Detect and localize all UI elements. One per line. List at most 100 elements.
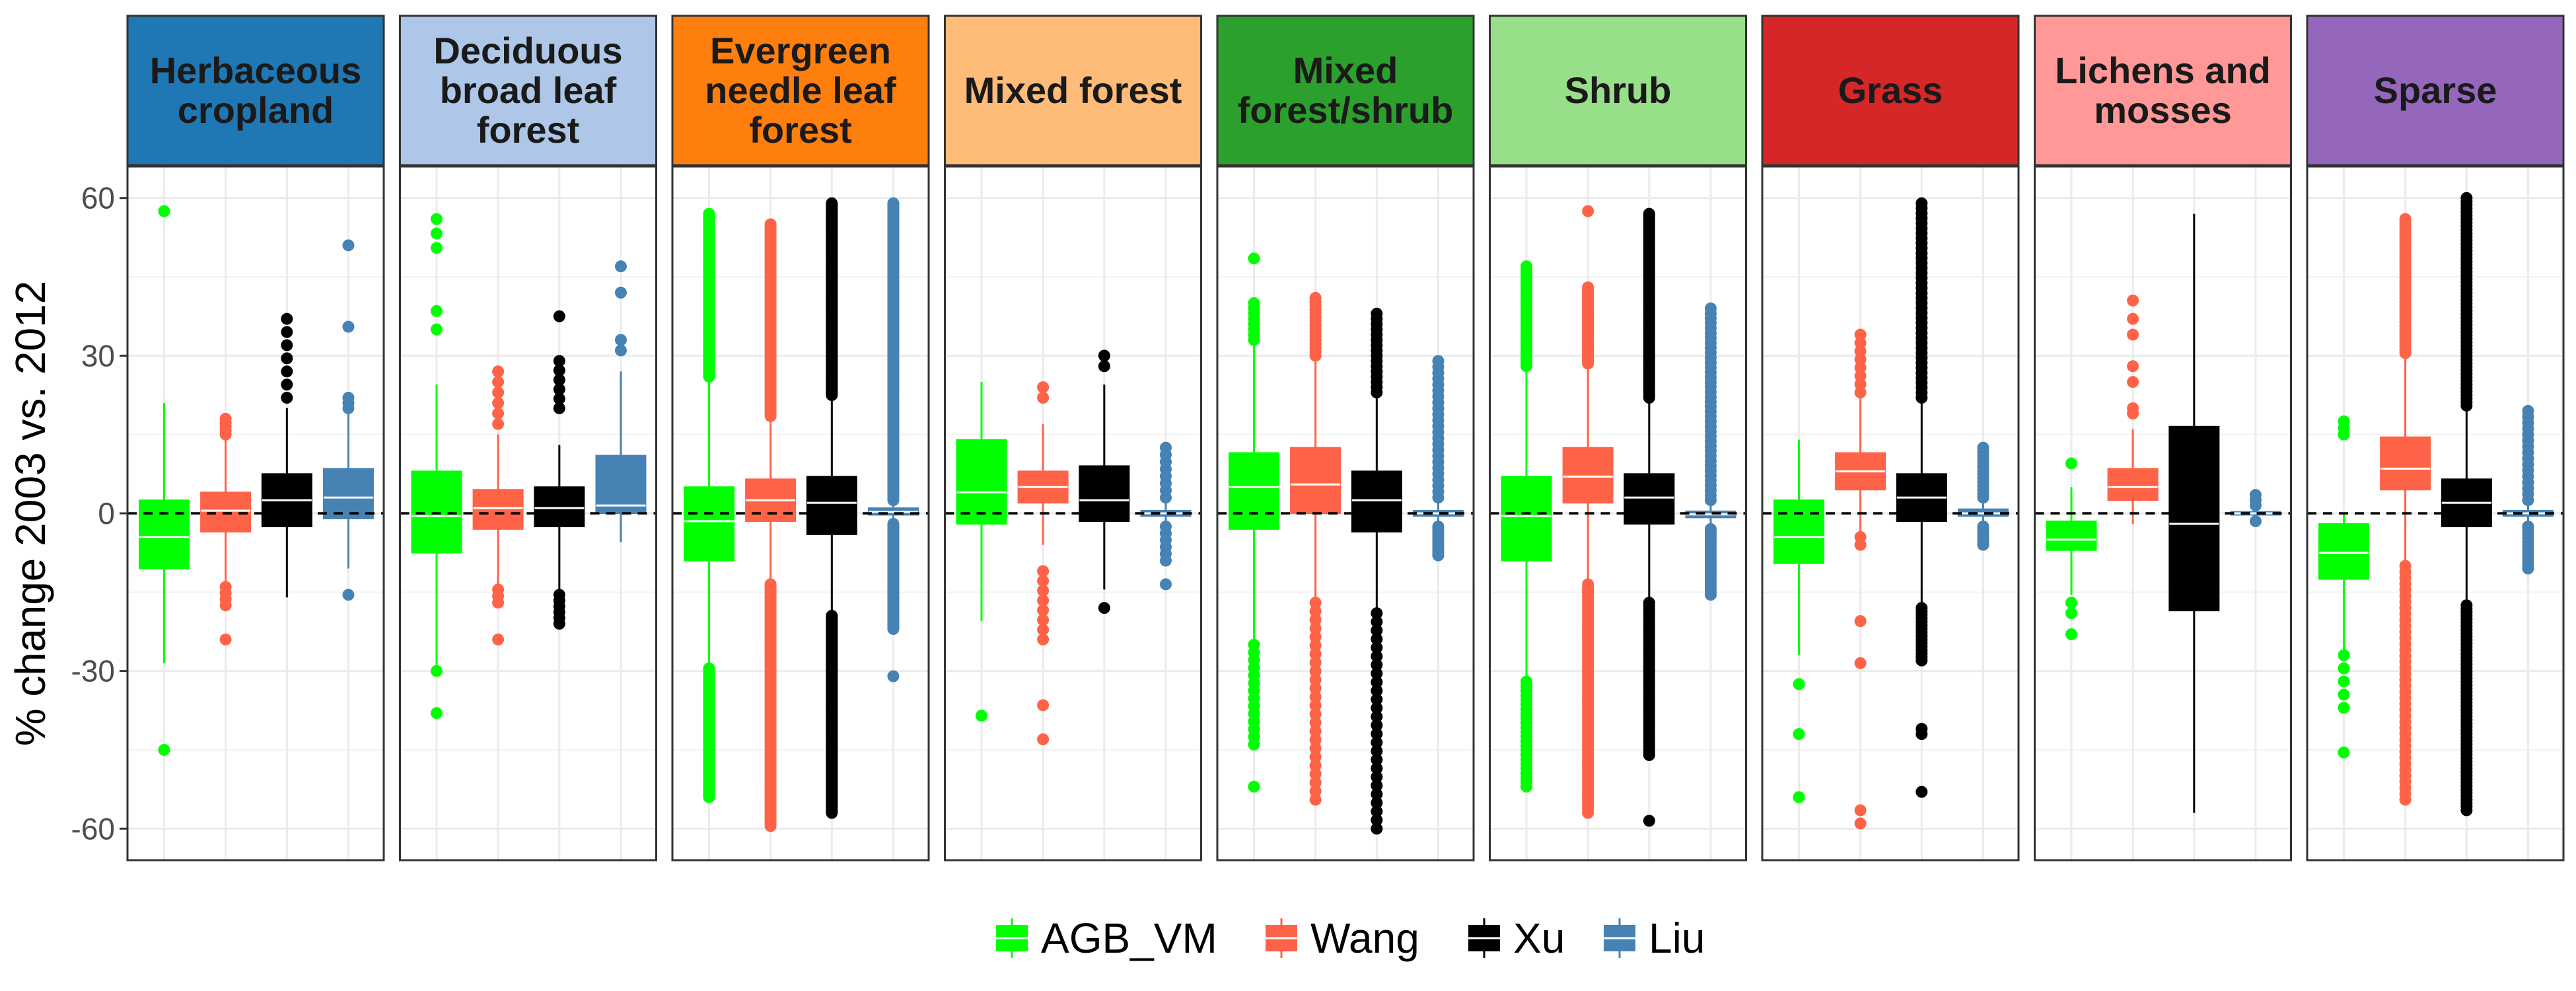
panel-9: Sparse — [2306, 15, 2565, 862]
box-rect — [534, 486, 585, 527]
panel-border — [1216, 165, 1475, 862]
outlier-point — [1037, 614, 1050, 626]
outlier-point — [1037, 565, 1050, 577]
box-rect — [2318, 523, 2369, 580]
box-rect — [2107, 468, 2159, 501]
box-AGB_VM — [1501, 260, 1552, 793]
outlier-point — [219, 581, 232, 593]
box-Xu — [1624, 207, 1675, 827]
outlier-point — [1309, 776, 1322, 789]
outlier-point — [281, 339, 293, 351]
outlier-point — [1582, 205, 1594, 217]
box-Xu — [2168, 213, 2220, 813]
outlier-point — [1371, 762, 1383, 774]
box-rect — [806, 476, 857, 535]
outlier-point — [342, 320, 355, 333]
outlier-point — [219, 412, 232, 425]
outlier-point — [1309, 716, 1322, 729]
outlier-point — [1037, 604, 1050, 616]
outlier-point — [2338, 649, 2350, 661]
panel-border — [944, 165, 1202, 862]
outlier-point — [219, 633, 232, 645]
outlier-point — [1704, 523, 1717, 535]
outlier-point — [492, 376, 505, 388]
outlier-point — [1309, 631, 1322, 643]
outlier-point — [614, 334, 627, 346]
outlier-point — [1371, 797, 1383, 809]
outlier-point — [1915, 602, 1928, 614]
outlier-point — [1793, 678, 1805, 690]
outlier-point — [2522, 404, 2534, 417]
outlier-point — [1248, 297, 1260, 309]
box-rect — [595, 455, 647, 514]
outlier-point — [2127, 402, 2139, 414]
outlier-point — [1309, 605, 1322, 618]
outlier-point — [1854, 353, 1867, 366]
outlier-point — [1915, 197, 1928, 209]
outlier-point — [553, 392, 565, 405]
outlier-point — [1704, 302, 1717, 314]
outlier-point — [2249, 489, 2262, 501]
outlier-point — [614, 344, 627, 357]
outlier-point — [1309, 759, 1322, 772]
outlier-point — [342, 589, 355, 601]
outlier-point — [1371, 667, 1383, 680]
box-AGB_VM — [1228, 252, 1279, 793]
strip-title-line: Sparse — [2374, 69, 2497, 111]
box-AGB_VM — [1773, 439, 1824, 803]
outlier-point — [1248, 780, 1260, 793]
strip-title-line: Lichens and — [2055, 50, 2271, 91]
outlier-point — [826, 197, 838, 209]
outlier-point — [430, 305, 443, 317]
y-tick-label: 0 — [98, 496, 115, 531]
outlier-point — [1037, 624, 1050, 636]
outlier-point — [1037, 381, 1050, 394]
outlier-point — [342, 392, 355, 404]
outlier-point — [1309, 690, 1322, 703]
outlier-point — [2338, 746, 2350, 758]
y-tick-label: -60 — [71, 811, 115, 846]
box-rect — [472, 489, 524, 530]
outlier-point — [1582, 281, 1594, 293]
outlier-point — [1309, 768, 1322, 780]
outlier-point — [1371, 814, 1383, 826]
outlier-point — [1371, 307, 1383, 320]
box-rect — [1228, 452, 1279, 530]
y-tick-label: 30 — [81, 338, 115, 373]
outlier-point — [1643, 597, 1655, 609]
strip-title-line: Evergreen — [710, 30, 891, 71]
outlier-point — [430, 227, 443, 240]
outlier-point — [1854, 328, 1867, 341]
outlier-point — [2127, 312, 2139, 325]
outlier-point — [1309, 785, 1322, 797]
outlier-point — [2065, 628, 2077, 640]
outlier-point — [2460, 599, 2473, 612]
box-Liu — [1957, 441, 2009, 551]
box-Xu — [2441, 192, 2492, 817]
outlier-point — [1309, 665, 1322, 677]
outlier-point — [492, 583, 505, 596]
box-Wang — [2380, 213, 2431, 806]
outlier-point — [553, 589, 565, 601]
strip-header — [671, 15, 930, 166]
outlier-point — [492, 418, 505, 430]
outlier-point — [342, 239, 355, 252]
strip-header — [1489, 15, 1747, 166]
outlier-point — [2249, 515, 2262, 527]
outlier-point — [1248, 252, 1260, 265]
outlier-point — [1854, 817, 1867, 830]
panel-7: Grass — [1761, 15, 2020, 862]
outlier-point — [1098, 349, 1110, 362]
outlier-point — [1371, 805, 1383, 818]
strip-title-line: forest — [477, 109, 580, 151]
outlier-point — [2065, 607, 2077, 620]
outlier-point — [1371, 624, 1383, 637]
legend: AGB_VM Wang Xu Liu — [996, 914, 1705, 962]
outlier-point — [1520, 260, 1532, 273]
outlier-point — [1309, 657, 1322, 669]
outlier-point — [1309, 742, 1322, 754]
box-Liu — [1412, 355, 1464, 562]
outlier-point — [1371, 607, 1383, 620]
